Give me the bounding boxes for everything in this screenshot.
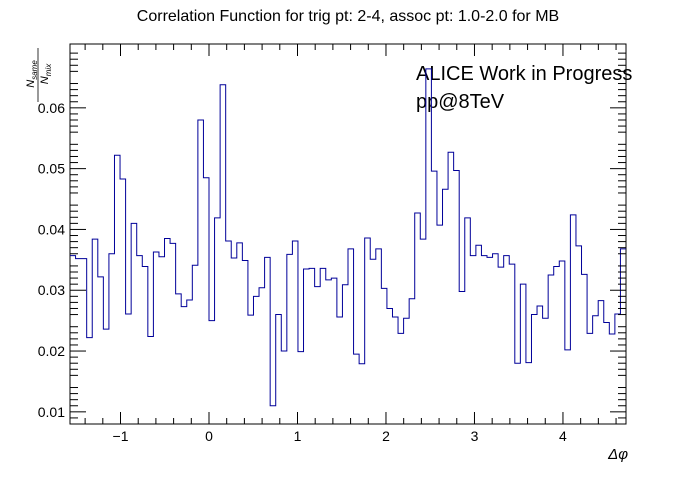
y-tick-label: 0.06 — [38, 100, 65, 116]
plot-annotation: ALICE Work in Progress pp@8TeV — [416, 63, 632, 113]
annotation-alice: ALICE Work in Progress — [416, 63, 632, 85]
y-label-numerator-sub: same — [30, 60, 39, 80]
annotation-energy: pp@8TeV — [416, 91, 505, 113]
y-label-denominator-sub: mix — [44, 63, 53, 76]
y-label-denominator: N — [39, 76, 51, 84]
chart-title: Correlation Function for trig pt: 2-4, a… — [137, 8, 559, 25]
series-group — [70, 68, 626, 407]
y-label-numerator: N — [25, 80, 37, 88]
svg-text:Nsame: Nsame — [25, 60, 39, 88]
histogram-series — [70, 68, 626, 407]
x-tick-label: 2 — [382, 428, 390, 444]
axes — [69, 43, 627, 425]
x-tick-label: 1 — [294, 428, 302, 444]
x-tick-label: 3 — [471, 428, 479, 444]
x-tick-label: 0 — [205, 428, 213, 444]
ticks-group: −1 0 1 2 3 4 0.01 0.02 0.03 0.04 0.05 0.06 — [38, 44, 626, 444]
y-tick-label: 0.03 — [38, 282, 65, 298]
x-axis-label: Δφ — [607, 446, 628, 463]
y-tick-label: 0.01 — [38, 404, 65, 420]
y-tick-label: 0.04 — [38, 221, 65, 237]
x-tick-label: 4 — [559, 428, 567, 444]
plot-frame — [69, 43, 627, 425]
x-tick-label: −1 — [113, 428, 129, 444]
y-tick-label: 0.02 — [38, 343, 65, 359]
svg-text:Nmix: Nmix — [39, 63, 53, 84]
y-axis-label: Nsame Nmix — [25, 48, 53, 102]
y-tick-label: 0.05 — [38, 161, 65, 177]
